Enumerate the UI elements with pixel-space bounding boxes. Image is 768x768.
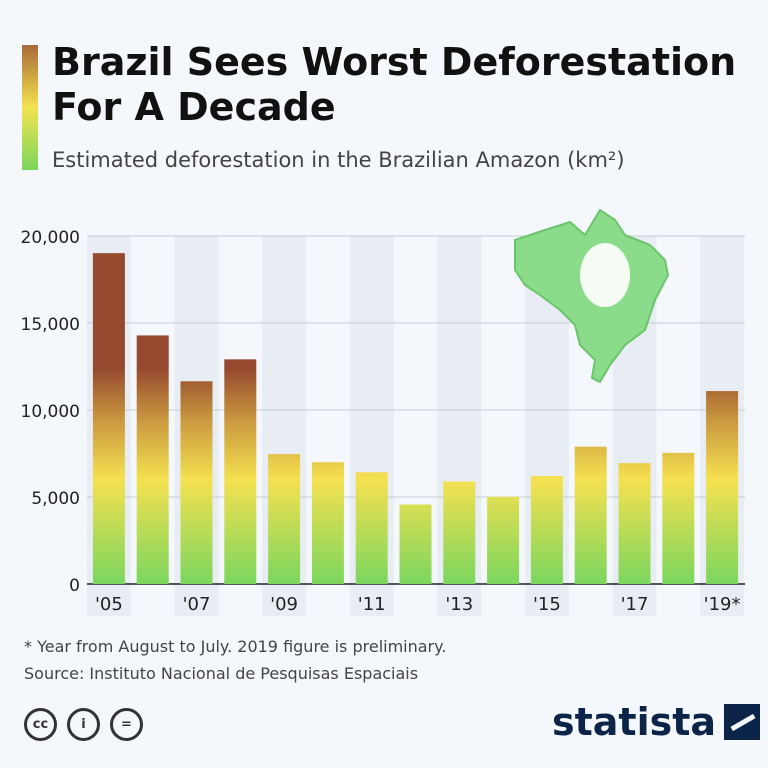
y-tick-label: 5,000 xyxy=(31,489,80,509)
bar-2018 xyxy=(662,452,695,584)
x-tick-label: '07 xyxy=(183,594,211,615)
x-tick-label: '15 xyxy=(533,594,561,615)
bar-2010 xyxy=(311,462,344,584)
x-tick-label: '09 xyxy=(270,594,298,615)
x-tick-label: '11 xyxy=(358,594,386,615)
x-tick-label: '05 xyxy=(95,594,123,615)
bar-2017 xyxy=(618,463,651,584)
attribution-icon[interactable]: i xyxy=(67,708,100,741)
bar-2014 xyxy=(487,496,520,584)
bar-2012 xyxy=(399,504,432,584)
bar-2008 xyxy=(224,359,257,584)
bar-2007 xyxy=(180,381,213,584)
y-tick-label: 15,000 xyxy=(21,315,80,335)
bar-2016 xyxy=(574,446,607,584)
bar-2005 xyxy=(92,253,125,584)
bar-2006 xyxy=(136,335,169,584)
y-tick-label: 20,000 xyxy=(21,228,80,248)
chart-subtitle: Estimated deforestation in the Brazilian… xyxy=(52,148,625,172)
footnote: * Year from August to July. 2019 figure … xyxy=(24,637,447,656)
chart-title: Brazil Sees Worst Deforestation For A De… xyxy=(52,40,737,129)
x-tick-label: '13 xyxy=(445,594,473,615)
statista-mark-icon xyxy=(724,704,761,740)
bar-2015 xyxy=(530,475,563,584)
bar-2009 xyxy=(268,454,301,584)
source: Source: Instituto Nacional de Pesquisas … xyxy=(24,664,419,683)
bar-2011 xyxy=(355,472,388,584)
y-tick-label: 10,000 xyxy=(21,402,80,422)
y-tick-label: 0 xyxy=(69,576,80,596)
bar-chart: 0 5,000 10,000 15,000 20,000 '05 '07 '09 '11 '13 '… xyxy=(21,208,745,616)
bar-2013 xyxy=(443,481,476,584)
license-icons[interactable]: cc i = xyxy=(24,708,143,741)
no-derivatives-icon[interactable]: = xyxy=(110,708,143,741)
statista-logo[interactable]: statista xyxy=(552,700,761,744)
x-tick-label: '19* xyxy=(704,594,741,615)
x-tick-label: '17 xyxy=(621,594,649,615)
title-accent-bar xyxy=(22,45,38,170)
cc-icon[interactable]: cc xyxy=(24,708,57,741)
bar-2019* xyxy=(706,391,739,584)
brazil-map xyxy=(514,208,670,384)
brand-name: statista xyxy=(552,700,717,744)
